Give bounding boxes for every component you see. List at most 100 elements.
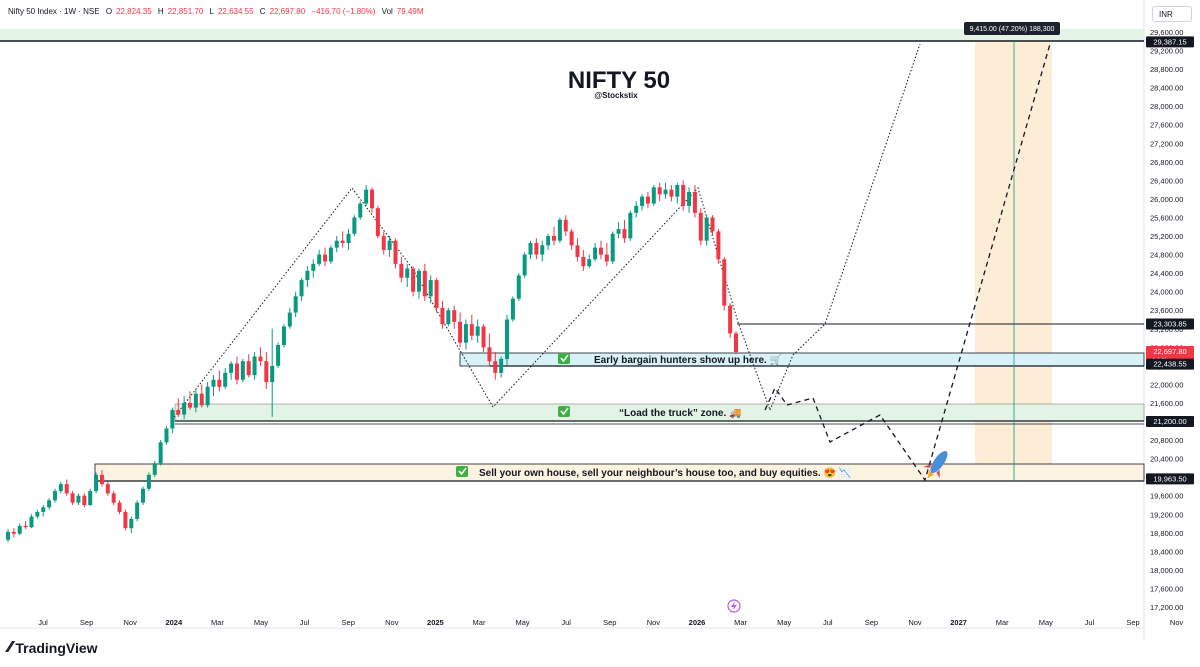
candle-body[interactable]	[76, 495, 81, 503]
candle-body[interactable]	[505, 319, 510, 359]
candle-body[interactable]	[258, 356, 263, 362]
candle-body[interactable]	[557, 219, 562, 241]
candle-body[interactable]	[546, 236, 551, 246]
candle-body[interactable]	[587, 259, 592, 267]
candle-body[interactable]	[199, 393, 204, 406]
candle-body[interactable]	[458, 321, 463, 343]
candle-body[interactable]	[229, 363, 234, 373]
candle-body[interactable]	[610, 233, 615, 262]
candle-body[interactable]	[146, 474, 151, 489]
tradingview-logo[interactable]: ⁄⁄ TradingView	[8, 639, 98, 657]
candle-body[interactable]	[375, 208, 380, 237]
candle-body[interactable]	[651, 187, 656, 204]
candle-body[interactable]	[628, 212, 633, 239]
candle-body[interactable]	[381, 236, 386, 250]
candle-body[interactable]	[317, 254, 322, 264]
candle-body[interactable]	[698, 212, 703, 241]
candle-body[interactable]	[681, 185, 686, 206]
candle-body[interactable]	[293, 296, 298, 313]
candle-body[interactable]	[411, 268, 416, 292]
candle-body[interactable]	[563, 219, 568, 232]
candle-body[interactable]	[41, 507, 46, 512]
candle-body[interactable]	[575, 245, 580, 257]
candle-body[interactable]	[170, 409, 175, 429]
candle-body[interactable]	[340, 240, 345, 243]
time-axis[interactable]: Jul Sep Nov 2024 Mar May Jul Sep Nov 2025 Mar May Ju…	[38, 618, 1183, 627]
candle-body[interactable]	[82, 495, 87, 505]
candle-body[interactable]	[211, 379, 216, 387]
candle-body[interactable]	[105, 484, 110, 494]
candle-body[interactable]	[6, 531, 10, 540]
candle-body[interactable]	[728, 305, 733, 334]
candle-body[interactable]	[510, 298, 515, 320]
candle-body[interactable]	[129, 518, 134, 529]
candle-body[interactable]	[499, 358, 504, 373]
candle-body[interactable]	[246, 361, 251, 376]
candle-body[interactable]	[687, 191, 692, 206]
candle-body[interactable]	[352, 217, 357, 234]
candle-body[interactable]	[581, 256, 586, 267]
candle-body[interactable]	[416, 270, 421, 292]
candle-body[interactable]	[158, 442, 163, 464]
candle-body[interactable]	[305, 270, 310, 281]
candle-body[interactable]	[634, 205, 639, 213]
candle-body[interactable]	[669, 189, 674, 197]
candle-body[interactable]	[23, 525, 28, 528]
candle-body[interactable]	[522, 254, 527, 276]
flash-icon[interactable]	[727, 599, 741, 613]
candle-body[interactable]	[176, 409, 181, 415]
candle-body[interactable]	[281, 326, 286, 346]
candle-body[interactable]	[234, 363, 239, 380]
candle-body[interactable]	[516, 275, 521, 299]
candle-body[interactable]	[534, 242, 539, 255]
candle-body[interactable]	[469, 324, 474, 336]
candle-body[interactable]	[270, 365, 275, 383]
candle-body[interactable]	[88, 491, 93, 505]
candle-body[interactable]	[311, 263, 316, 271]
candle-body[interactable]	[692, 191, 697, 213]
candle-body[interactable]	[64, 484, 69, 494]
candle-body[interactable]	[99, 474, 104, 485]
candle-body[interactable]	[722, 259, 727, 306]
candle-body[interactable]	[604, 254, 609, 262]
candle-body[interactable]	[17, 525, 22, 534]
candle-body[interactable]	[111, 493, 116, 503]
candle-body[interactable]	[323, 254, 328, 262]
candle-body[interactable]	[70, 493, 75, 503]
candle-body[interactable]	[52, 491, 57, 501]
candle-body[interactable]	[358, 203, 363, 218]
candle-body[interactable]	[141, 488, 146, 503]
candle-body[interactable]	[276, 345, 281, 366]
candle-body[interactable]	[346, 233, 351, 243]
candle-body[interactable]	[240, 361, 245, 380]
candle-body[interactable]	[657, 187, 662, 195]
candle-body[interactable]	[463, 324, 468, 343]
candle-body[interactable]	[616, 229, 621, 234]
candle-body[interactable]	[675, 185, 680, 197]
candle-body[interactable]	[540, 245, 545, 255]
candle-body[interactable]	[440, 307, 445, 325]
candle-body[interactable]	[152, 463, 157, 475]
candle-body[interactable]	[11, 531, 16, 534]
candle-body[interactable]	[328, 247, 333, 262]
symbol-name[interactable]: Nifty 50 Index · 1W · NSE	[8, 7, 100, 16]
candle-body[interactable]	[188, 402, 192, 408]
candle-body[interactable]	[364, 189, 369, 204]
candle-body[interactable]	[393, 240, 398, 264]
candle-body[interactable]	[422, 270, 427, 297]
candle-body[interactable]	[387, 240, 392, 250]
candle-body[interactable]	[217, 379, 222, 387]
candle-body[interactable]	[716, 231, 721, 260]
candle-body[interactable]	[593, 247, 598, 260]
candle-body[interactable]	[640, 196, 645, 206]
candle-body[interactable]	[47, 500, 52, 508]
candle-body[interactable]	[704, 217, 709, 241]
candle-body[interactable]	[193, 393, 198, 408]
candle-body[interactable]	[252, 356, 257, 376]
candle-body[interactable]	[135, 502, 140, 519]
candle-body[interactable]	[481, 326, 486, 348]
candle-body[interactable]	[164, 428, 169, 443]
currency-button[interactable]: INR	[1152, 6, 1192, 22]
candle-body[interactable]	[622, 229, 627, 239]
candle-body[interactable]	[264, 361, 269, 383]
